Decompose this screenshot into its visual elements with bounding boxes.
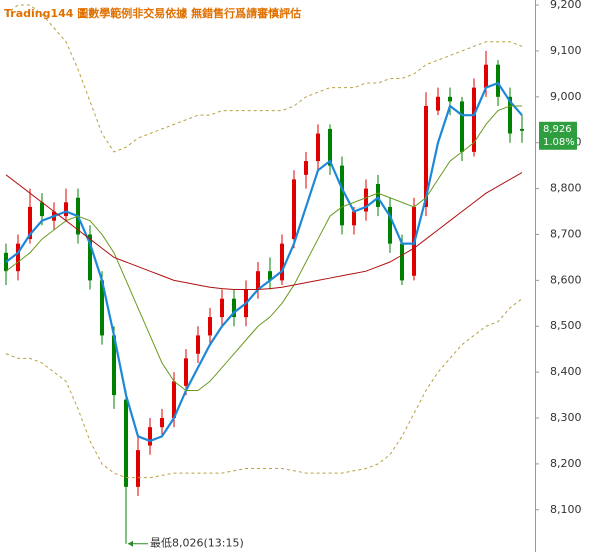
- candle-body: [484, 64, 488, 88]
- candle-body: [16, 243, 20, 272]
- candle-body: [148, 427, 152, 446]
- candle-body: [112, 335, 116, 396]
- candle-body: [100, 280, 104, 336]
- candle-body: [388, 206, 392, 244]
- chart-title: Trading144 圖數學範例非交易依據 無錯售行爲請審慎評估: [4, 6, 301, 20]
- candle-body: [340, 165, 344, 226]
- y-tick-label: 8,700: [550, 227, 582, 240]
- candle-body: [172, 381, 176, 419]
- y-tick-label: 9,000: [550, 90, 582, 103]
- y-tick-label: 8,500: [550, 319, 582, 332]
- y-tick-label: 8,400: [550, 365, 582, 378]
- candle-body: [28, 206, 32, 240]
- indicator-line: [5, 81, 523, 443]
- candle-body: [400, 243, 404, 281]
- y-tick-label: 8,300: [550, 411, 582, 424]
- y-tick-label: 8,200: [550, 457, 582, 470]
- candle-body: [424, 105, 428, 207]
- candle-body: [436, 96, 440, 111]
- candle-body: [496, 64, 500, 97]
- y-tick-label: 9,200: [550, 0, 582, 11]
- y-tick-label: 8,800: [550, 182, 582, 195]
- candle-body: [196, 335, 200, 354]
- candle-body: [256, 271, 260, 290]
- last-price-label: 8,926: [543, 124, 572, 135]
- candle-body: [460, 101, 464, 152]
- candle-body: [520, 128, 524, 131]
- candle-body: [268, 271, 272, 281]
- candle-body: [280, 243, 284, 281]
- candle-body: [88, 234, 92, 281]
- candle-body: [316, 133, 320, 162]
- y-tick-label: 9,100: [550, 44, 582, 57]
- candle-body: [232, 298, 236, 318]
- candle-body: [328, 128, 332, 166]
- candle-body: [376, 184, 380, 207]
- candle-body: [184, 358, 188, 386]
- y-tick-label: 8,100: [550, 503, 582, 516]
- indicator-line: [5, 105, 522, 391]
- indicator-line: [5, 4, 523, 153]
- candle-body: [292, 179, 296, 240]
- indicator-line: [5, 298, 523, 479]
- candle-body: [364, 188, 368, 212]
- candle-body: [220, 298, 224, 318]
- low-annotation: 最低8,026(13:15): [150, 537, 244, 550]
- annotation-arrowhead: [128, 540, 133, 547]
- candle-body: [472, 87, 476, 152]
- candle-body: [448, 96, 452, 102]
- indicator-line: [5, 172, 523, 291]
- candle-body: [124, 399, 128, 487]
- y-tick-label: 8,600: [550, 273, 582, 286]
- candle-body: [208, 317, 212, 336]
- candle-body: [508, 96, 512, 134]
- last-price-box: [539, 121, 577, 150]
- candle-body: [352, 211, 356, 226]
- candle-body: [304, 161, 308, 175]
- change-label: 1.08%: [543, 137, 575, 148]
- candle-body: [40, 202, 44, 217]
- candle-body: [136, 450, 140, 487]
- candle-body: [64, 202, 68, 217]
- candle-body: [160, 418, 164, 428]
